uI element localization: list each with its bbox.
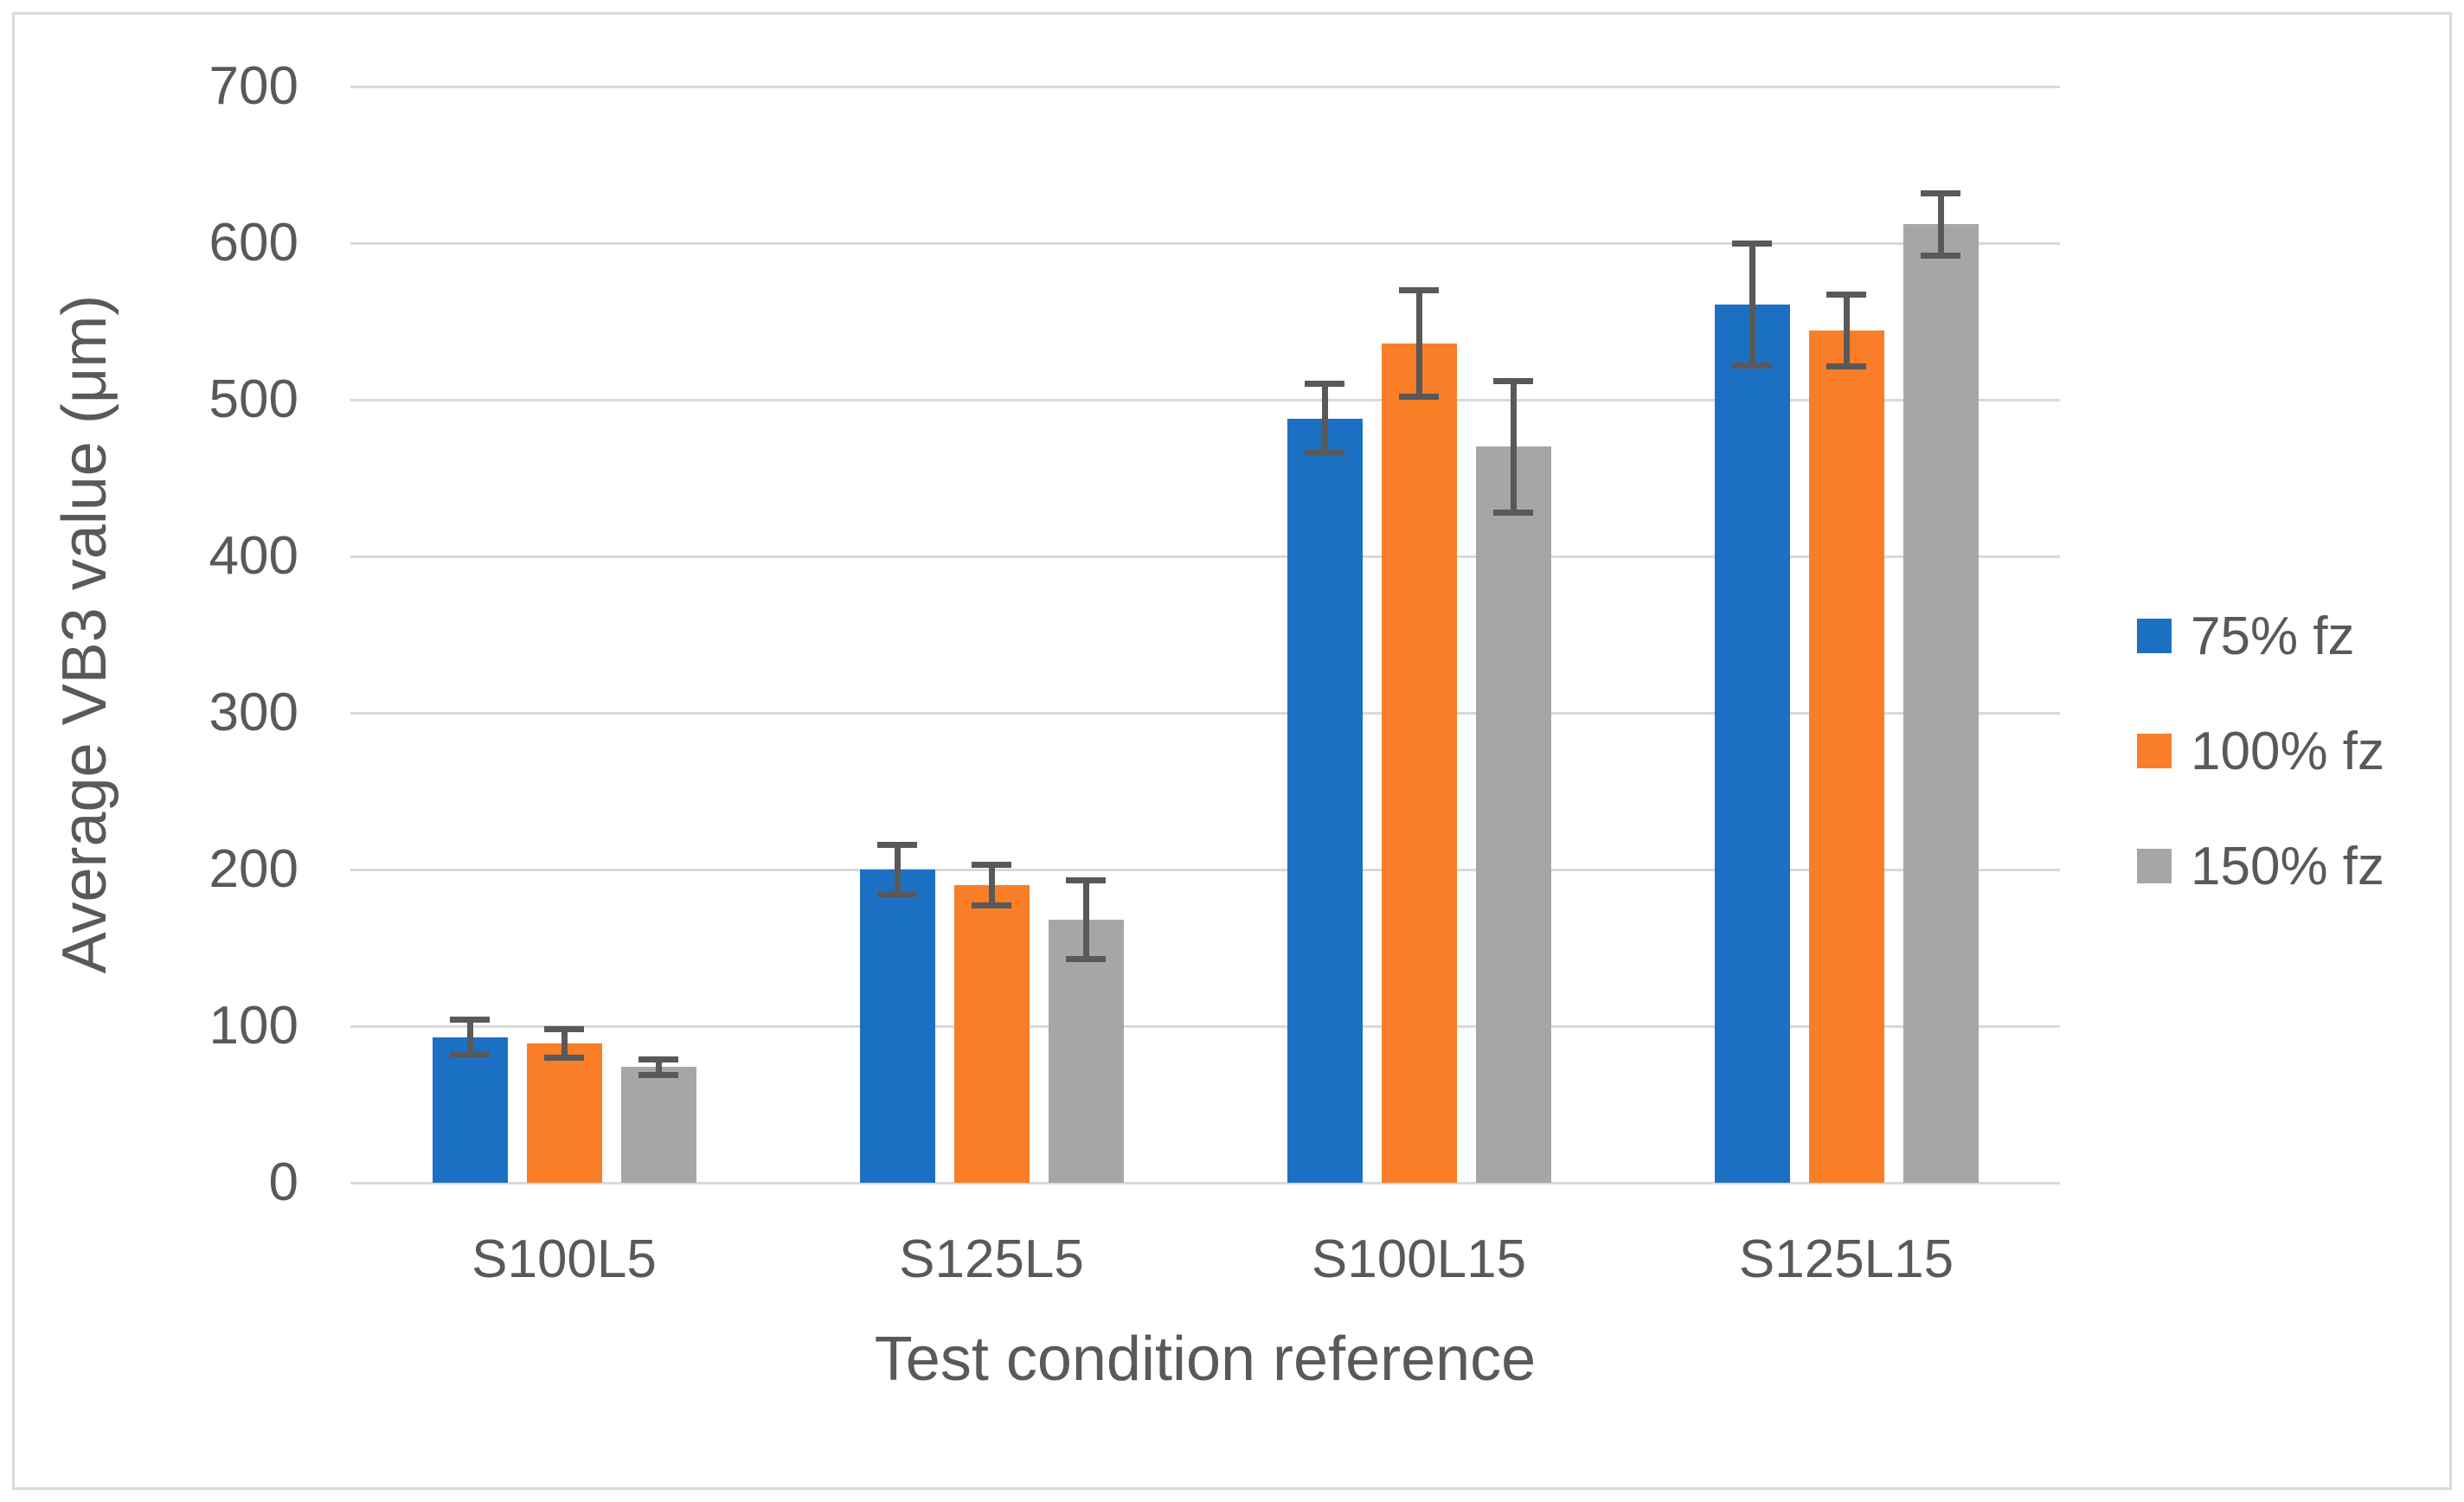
legend-swatch-icon [2137, 619, 2172, 653]
error-bar-S100L15-75fz [1321, 383, 1328, 453]
error-cap-top [1066, 877, 1106, 884]
x-category-label-S125L15: S125L15 [1738, 1229, 1954, 1289]
error-bar-S100L5-100fz [561, 1029, 568, 1058]
gridline-400 [350, 555, 2060, 558]
gridline-0 [350, 1181, 2060, 1184]
legend-item-150fz: 150% fz [2137, 831, 2384, 901]
y-tick-label-700: 700 [209, 56, 298, 116]
error-cap-top [450, 1017, 490, 1024]
legend-item-75fz: 75% fz [2137, 601, 2384, 671]
error-cap-top [1493, 377, 1533, 384]
bar-S125L5-150fz [1048, 919, 1124, 1183]
error-cap-top [1826, 292, 1866, 298]
error-bar-S100L5-150fz [655, 1059, 662, 1075]
legend-item-100fz: 100% fz [2137, 716, 2384, 786]
error-cap-top [877, 841, 917, 848]
y-tick-label-600: 600 [209, 213, 298, 273]
bar-S100L5-75fz [432, 1037, 508, 1183]
legend-label: 75% fz [2191, 606, 2355, 666]
legend: 75% fz 100% fz 150% fz [2137, 601, 2384, 947]
error-bar-S125L5-75fz [894, 844, 901, 895]
gridline-700 [350, 85, 2060, 88]
error-cap-bottom [1066, 955, 1106, 962]
error-cap-top [1921, 189, 1960, 196]
gridline-100 [350, 1024, 2060, 1028]
y-tick-label-500: 500 [209, 369, 298, 429]
bar-S100L15-75fz [1287, 418, 1363, 1183]
error-bar-S125L15-150fz [1937, 193, 1944, 256]
y-tick-label-200: 200 [209, 839, 298, 899]
error-cap-bottom [1399, 393, 1439, 400]
error-bar-S125L5-100fz [988, 864, 995, 906]
plot-area [350, 85, 2060, 1184]
error-cap-bottom [1732, 362, 1772, 369]
error-cap-top [638, 1056, 678, 1062]
bar-S100L15-100fz [1381, 343, 1457, 1183]
x-category-label-S100L5: S100L5 [472, 1229, 657, 1289]
bar-S125L15-150fz [1903, 224, 1979, 1183]
error-cap-bottom [1305, 450, 1344, 457]
error-cap-bottom [638, 1071, 678, 1078]
error-bar-S100L15-100fz [1415, 290, 1422, 397]
error-cap-top [1305, 381, 1344, 388]
x-axis-title: Test condition reference [874, 1325, 1537, 1394]
bar-S125L5-100fz [953, 885, 1030, 1183]
error-bar-S125L15-75fz [1749, 243, 1755, 366]
error-cap-bottom [450, 1051, 490, 1058]
error-bar-S125L15-100fz [1843, 294, 1850, 367]
x-category-label-S100L15: S100L15 [1311, 1229, 1527, 1289]
legend-swatch-icon [2137, 734, 2172, 768]
gridline-300 [350, 711, 2060, 715]
error-cap-bottom [544, 1054, 584, 1061]
bar-S125L15-75fz [1714, 304, 1790, 1183]
error-cap-top [1732, 240, 1772, 247]
error-cap-top [972, 862, 1011, 869]
figure-border [12, 12, 2452, 1490]
y-tick-label-100: 100 [209, 996, 298, 1056]
gridline-600 [350, 241, 2060, 245]
error-cap-bottom [1493, 509, 1533, 516]
legend-label: 150% fz [2191, 836, 2385, 896]
gridline-500 [350, 398, 2060, 401]
error-cap-top [544, 1026, 584, 1033]
bar-S100L15-150fz [1475, 446, 1551, 1183]
y-tick-label-300: 300 [209, 683, 298, 742]
error-cap-top [1399, 286, 1439, 293]
x-category-label-S125L5: S125L5 [899, 1229, 1084, 1289]
legend-label: 100% fz [2191, 721, 2385, 781]
error-cap-bottom [972, 902, 1011, 909]
error-cap-bottom [1921, 252, 1960, 259]
legend-swatch-icon [2137, 849, 2172, 883]
gridline-200 [350, 868, 2060, 871]
error-bar-S125L5-150fz [1082, 880, 1089, 960]
bar-S125L15-100fz [1808, 331, 1884, 1183]
error-bar-S100L15-150fz [1510, 381, 1517, 513]
error-cap-bottom [1826, 363, 1866, 370]
bar-S125L5-75fz [859, 870, 935, 1183]
y-tick-label-0: 0 [268, 1152, 298, 1212]
error-bar-S100L5-75fz [466, 1019, 473, 1055]
error-cap-bottom [877, 891, 917, 898]
y-tick-label-400: 400 [209, 526, 298, 586]
bar-S100L5-100fz [526, 1043, 602, 1183]
bar-S100L5-150fz [620, 1067, 696, 1183]
